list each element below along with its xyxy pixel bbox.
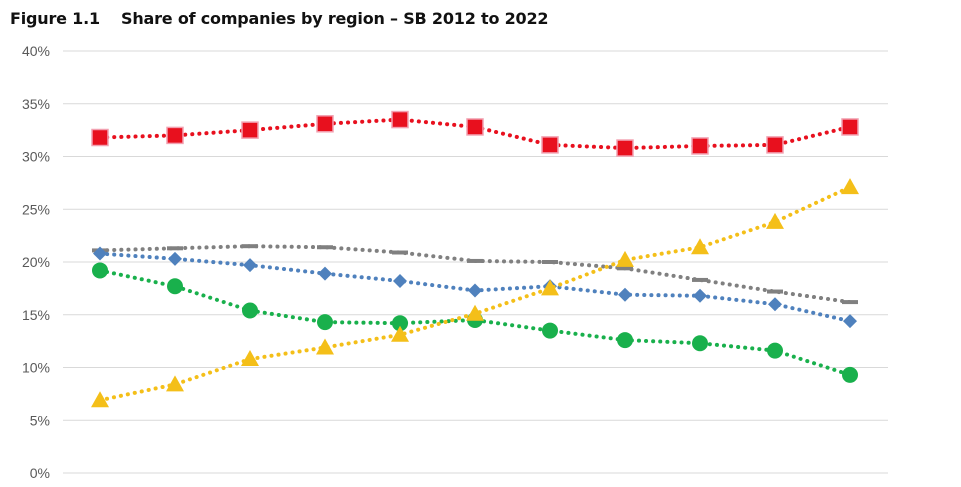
data-point [168,251,182,266]
data-point [466,118,484,136]
data-point [318,266,332,281]
data-point [617,266,633,271]
series-circle [92,262,858,383]
data-point [93,246,107,261]
chart-title: Share of companies by region – SB 2012 t… [121,8,549,28]
data-point [842,366,858,383]
data-point [392,250,408,255]
data-point [317,245,333,250]
series-triangle [91,178,859,408]
data-point [166,375,184,392]
data-point [392,315,408,332]
data-point [391,110,409,129]
data-point [316,115,334,133]
data-point [541,136,559,154]
data-point [243,258,257,273]
data-point [841,118,859,136]
data-point [843,314,857,329]
data-point [167,278,183,295]
gridlines [63,50,888,474]
data-point [542,260,558,264]
data-point [166,126,184,145]
series-square [91,110,859,157]
data-point [466,304,484,321]
y-tick-label: 25% [22,201,50,217]
figure-label: Figure 1.1 [10,8,100,28]
data-point [692,277,708,282]
data-point [467,258,483,263]
data-point [241,350,259,367]
data-point [542,322,558,339]
y-tick-label: 15% [22,307,50,323]
series-group [91,110,859,408]
data-point [691,238,709,255]
y-tick-label: 5% [30,412,50,428]
data-point [766,136,784,154]
data-point [617,332,633,349]
y-tick-label: 35% [22,96,50,112]
y-tick-label: 20% [22,254,50,270]
y-tick-label: 0% [30,465,50,481]
data-point [316,338,334,355]
data-point [616,250,634,267]
data-point [242,302,258,319]
figure-title-row: Figure 1.1 Share of companies by region … [10,4,549,32]
data-point [693,288,707,303]
y-tick-label: 10% [22,360,50,376]
series-line [98,185,852,403]
data-point [842,300,858,305]
data-point [317,314,333,331]
data-point [692,335,708,352]
data-point [691,137,709,155]
data-point [468,283,482,298]
data-point [91,391,109,408]
data-point [618,287,632,302]
y-axis-tick-labels: 0% 5% 10% 15% 20% 25% 30% 35% 40% [22,43,50,481]
data-point [766,212,784,229]
y-tick-label: 30% [22,149,50,165]
data-point [841,178,859,195]
data-point [616,139,634,157]
data-point [241,121,259,139]
data-point [167,246,183,251]
data-point [393,273,407,288]
data-point [91,128,109,147]
data-point [92,262,108,279]
data-point [242,244,258,249]
data-point [541,279,559,296]
data-point [767,342,783,359]
data-point [767,289,783,294]
data-point [391,325,409,342]
y-tick-label: 40% [22,43,50,59]
data-point [768,297,782,312]
series-diamond [93,246,857,329]
